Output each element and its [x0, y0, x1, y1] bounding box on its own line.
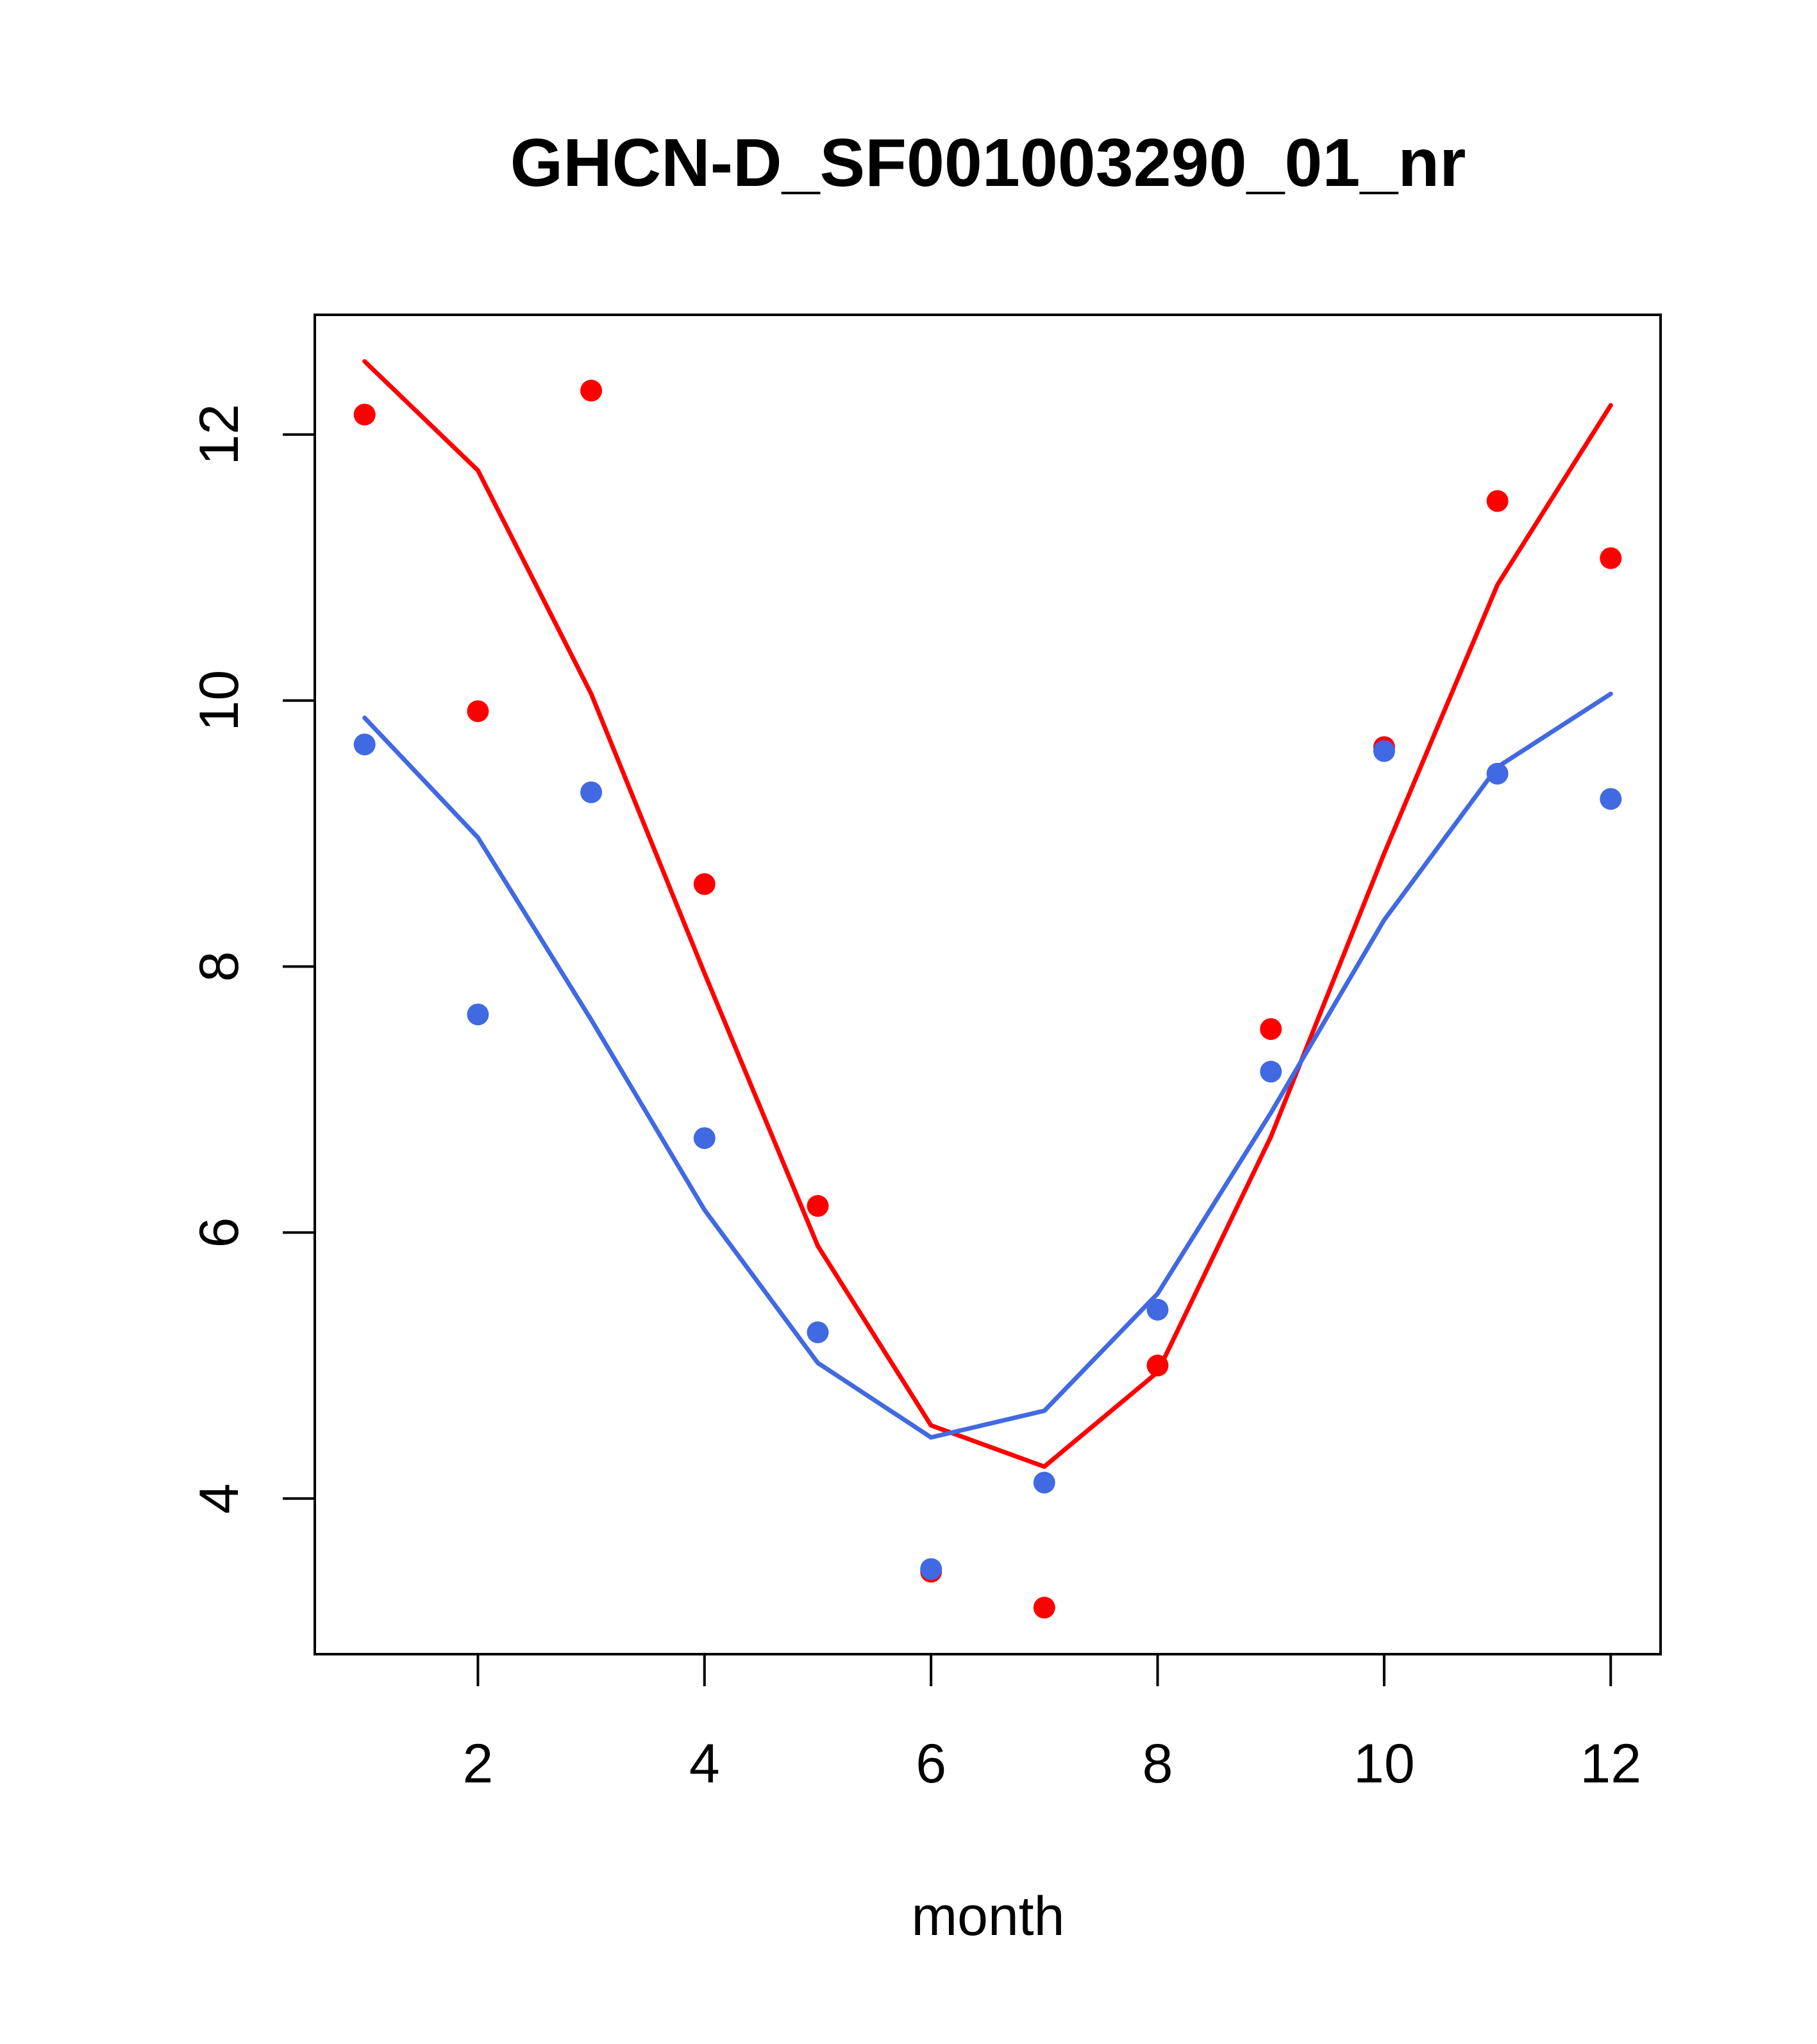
series-0-point: [467, 700, 489, 723]
series-0-line: [362, 359, 1613, 1469]
y-tick-label: 6: [188, 1217, 250, 1248]
series-1-point: [807, 1321, 829, 1343]
series-1-point: [580, 781, 603, 803]
y-tick-label: 8: [188, 951, 250, 982]
x-tick-label: 10: [1353, 1733, 1415, 1795]
series-1-point: [1486, 762, 1509, 785]
series-1-point: [1600, 788, 1622, 810]
series-0-point: [580, 380, 603, 402]
plot-frame: [314, 314, 1662, 1655]
x-axis: 2 4 6 8 10 12: [463, 1654, 1641, 1795]
x-tick-label: 8: [1143, 1733, 1173, 1795]
series-0-point: [1033, 1596, 1055, 1619]
y-tick-label: 4: [188, 1483, 250, 1514]
series-0-point: [1486, 490, 1509, 512]
series-layer: [353, 359, 1622, 1619]
x-tick-label: 4: [689, 1733, 720, 1795]
series-0-point: [1600, 547, 1622, 569]
series-1-point: [1373, 740, 1395, 762]
series-1-point: [467, 1003, 489, 1026]
series-0-point: [807, 1194, 829, 1217]
chart-title: GHCN-D_SF001003290_01_nr: [510, 125, 1466, 201]
x-tick-label: 12: [1580, 1733, 1641, 1795]
y-axis: 4 6 8 10 12: [188, 404, 315, 1514]
series-0-point: [1260, 1018, 1282, 1040]
x-tick-label: 6: [916, 1733, 946, 1795]
series-1-line: [362, 691, 1613, 1440]
y-tick-label: 12: [188, 404, 250, 465]
series-0-point: [693, 873, 716, 895]
series-1-point: [693, 1127, 716, 1150]
y-tick-label: 10: [188, 670, 250, 732]
series-1-point: [1146, 1298, 1169, 1321]
series-1-point: [1260, 1060, 1282, 1083]
series-0-point: [1146, 1354, 1169, 1377]
x-tick-label: 2: [463, 1733, 494, 1795]
series-1-point: [1033, 1471, 1055, 1494]
x-axis-label: month: [911, 1886, 1064, 1947]
series-0-point: [353, 403, 376, 426]
series-1-point: [353, 733, 376, 756]
series-1-point: [920, 1558, 942, 1580]
